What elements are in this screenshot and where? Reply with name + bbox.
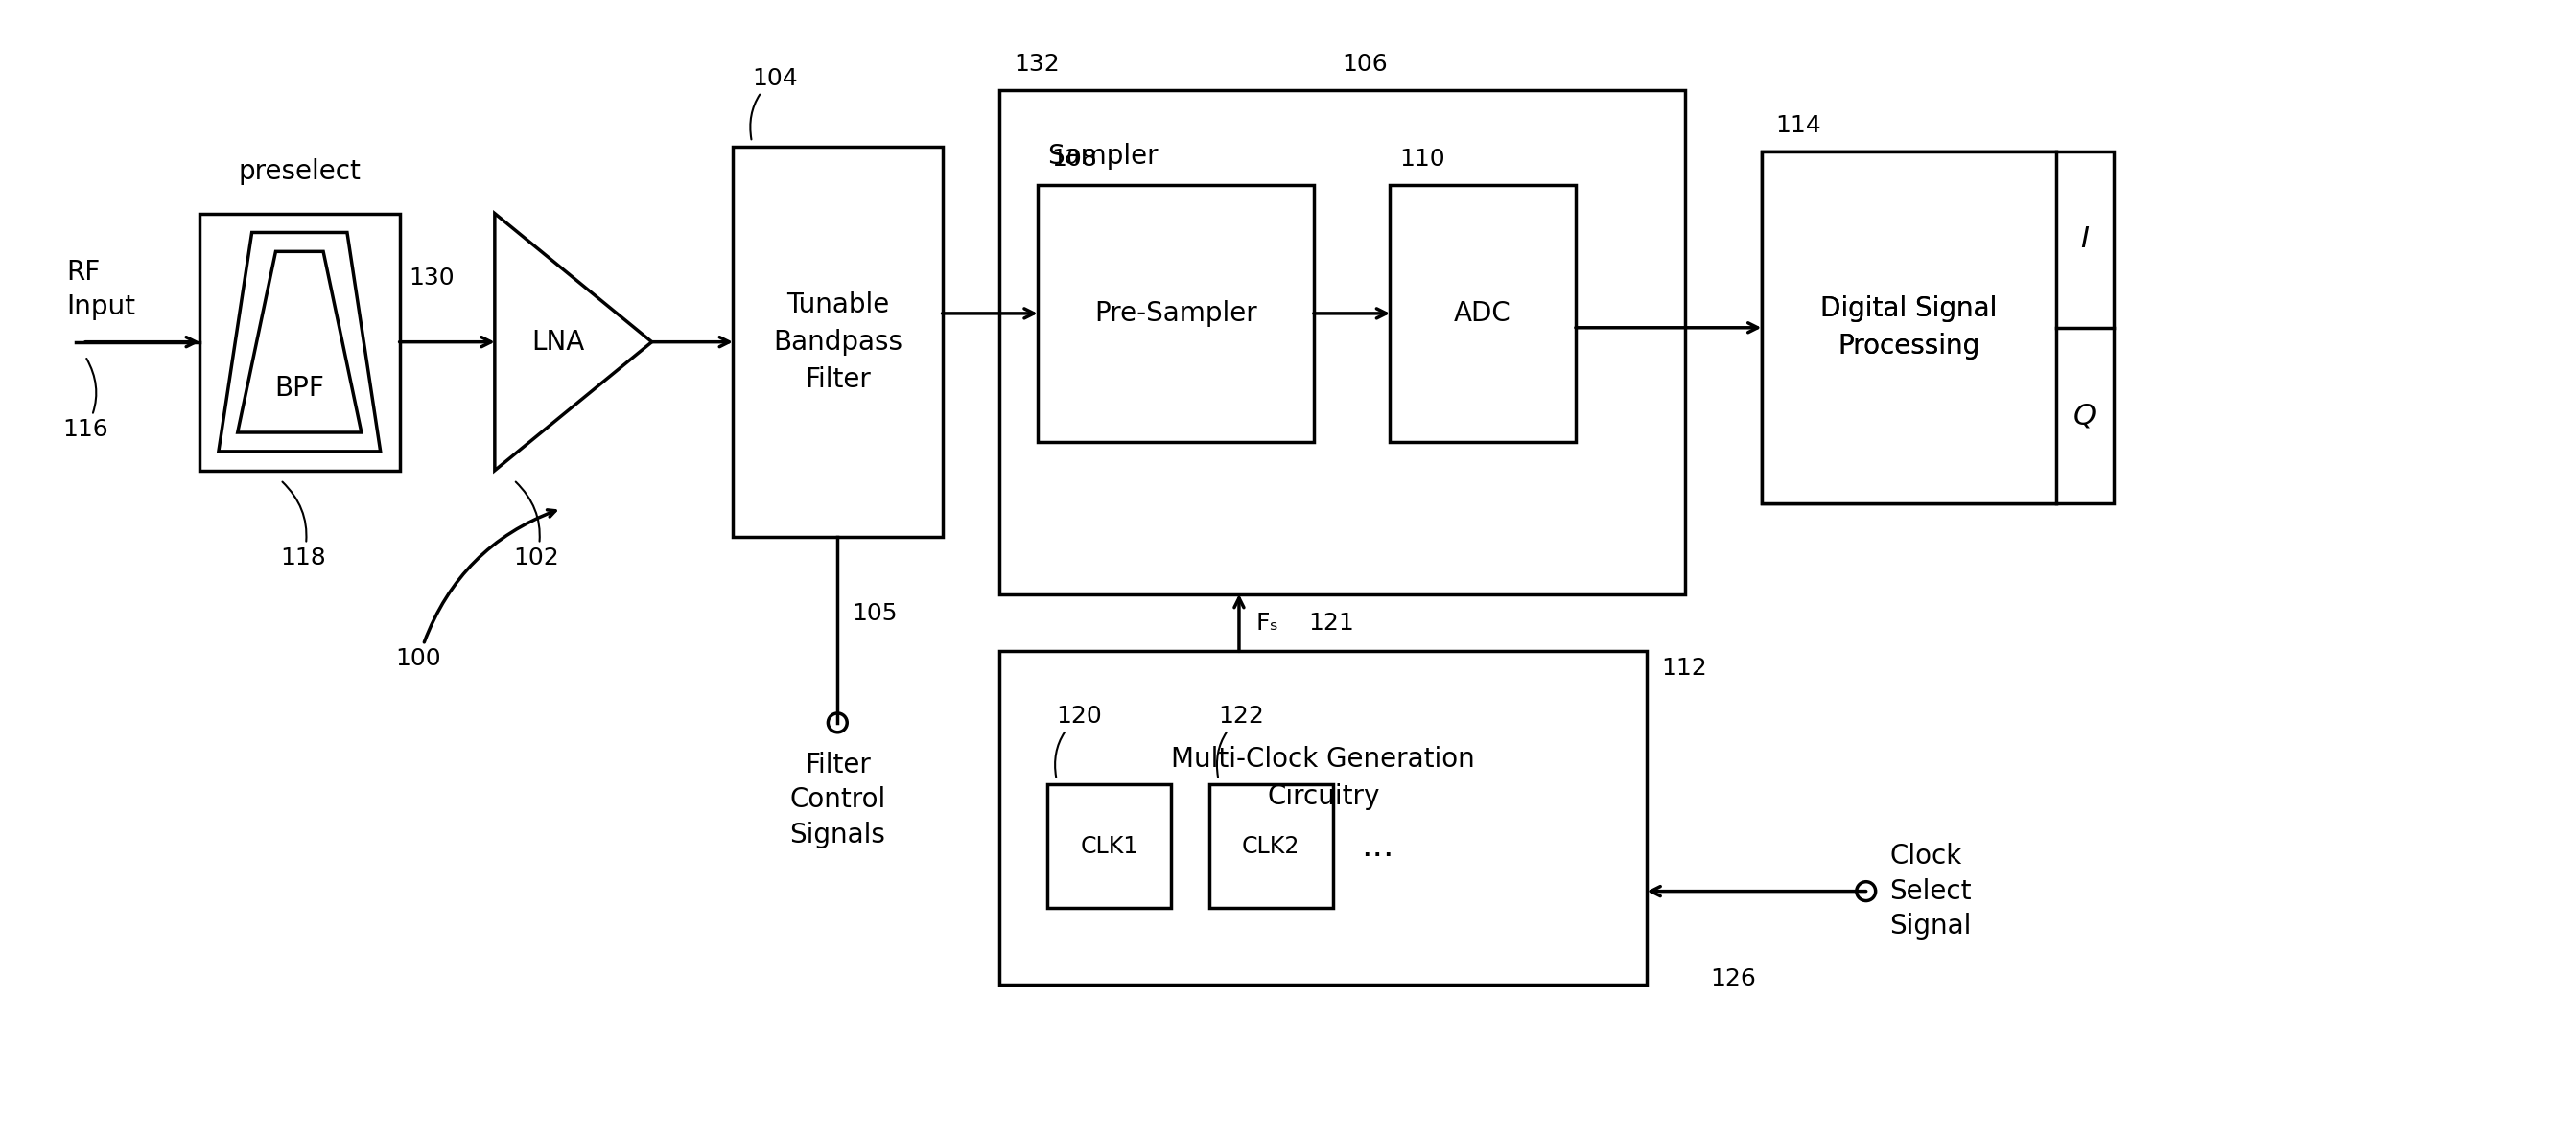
Text: 120: 120 <box>1056 704 1103 777</box>
Bar <box>198 214 399 470</box>
Text: 116: 116 <box>62 358 108 442</box>
Text: Q: Q <box>2074 402 2097 430</box>
Bar <box>999 90 1685 594</box>
Text: Sampler: Sampler <box>1046 143 1159 170</box>
Text: ...: ... <box>1360 831 1394 863</box>
Polygon shape <box>219 232 381 452</box>
Text: CLK2: CLK2 <box>1242 835 1301 858</box>
Text: 106: 106 <box>1342 52 1388 75</box>
Polygon shape <box>237 251 361 432</box>
Bar <box>999 651 1646 984</box>
Bar <box>1208 784 1332 908</box>
Text: 100: 100 <box>397 510 556 670</box>
Text: 130: 130 <box>410 266 456 289</box>
Bar <box>1762 151 2056 504</box>
Text: Tunable
Bandpass
Filter: Tunable Bandpass Filter <box>773 291 902 393</box>
Bar <box>732 147 943 537</box>
Text: 110: 110 <box>1399 148 1445 171</box>
Text: CLK1: CLK1 <box>1079 835 1139 858</box>
Text: Multi-Clock Generation
Circuitry: Multi-Clock Generation Circuitry <box>1172 745 1476 810</box>
Text: Pre-Sampler: Pre-Sampler <box>1095 300 1257 327</box>
Text: RF
Input: RF Input <box>67 258 134 321</box>
Bar <box>1046 784 1172 908</box>
Bar <box>1762 151 2115 504</box>
Text: 118: 118 <box>281 481 327 570</box>
Polygon shape <box>495 214 652 470</box>
Text: 112: 112 <box>1662 657 1708 679</box>
Bar <box>1391 184 1577 442</box>
Text: Digital Signal
Processing: Digital Signal Processing <box>1821 296 1996 360</box>
Text: 121: 121 <box>1309 611 1355 634</box>
Text: BPF: BPF <box>276 374 325 402</box>
Text: Digital Signal
Processing: Digital Signal Processing <box>1821 296 1996 360</box>
Text: Filter
Control
Signals: Filter Control Signals <box>788 751 886 849</box>
Bar <box>1038 184 1314 442</box>
Text: 114: 114 <box>1775 114 1821 138</box>
Text: preselect: preselect <box>237 158 361 184</box>
Text: 102: 102 <box>513 481 559 570</box>
Text: 122: 122 <box>1216 704 1265 777</box>
Text: 105: 105 <box>853 602 896 625</box>
Text: I: I <box>2081 225 2089 254</box>
Text: 132: 132 <box>1015 52 1059 75</box>
Text: Clock
Select
Signal: Clock Select Signal <box>1891 842 1971 940</box>
Text: 104: 104 <box>750 67 799 140</box>
Text: LNA: LNA <box>531 329 585 355</box>
Text: 108: 108 <box>1051 148 1097 171</box>
Text: ADC: ADC <box>1453 300 1512 327</box>
Text: Fₛ: Fₛ <box>1257 611 1280 634</box>
Text: 126: 126 <box>1710 967 1757 990</box>
